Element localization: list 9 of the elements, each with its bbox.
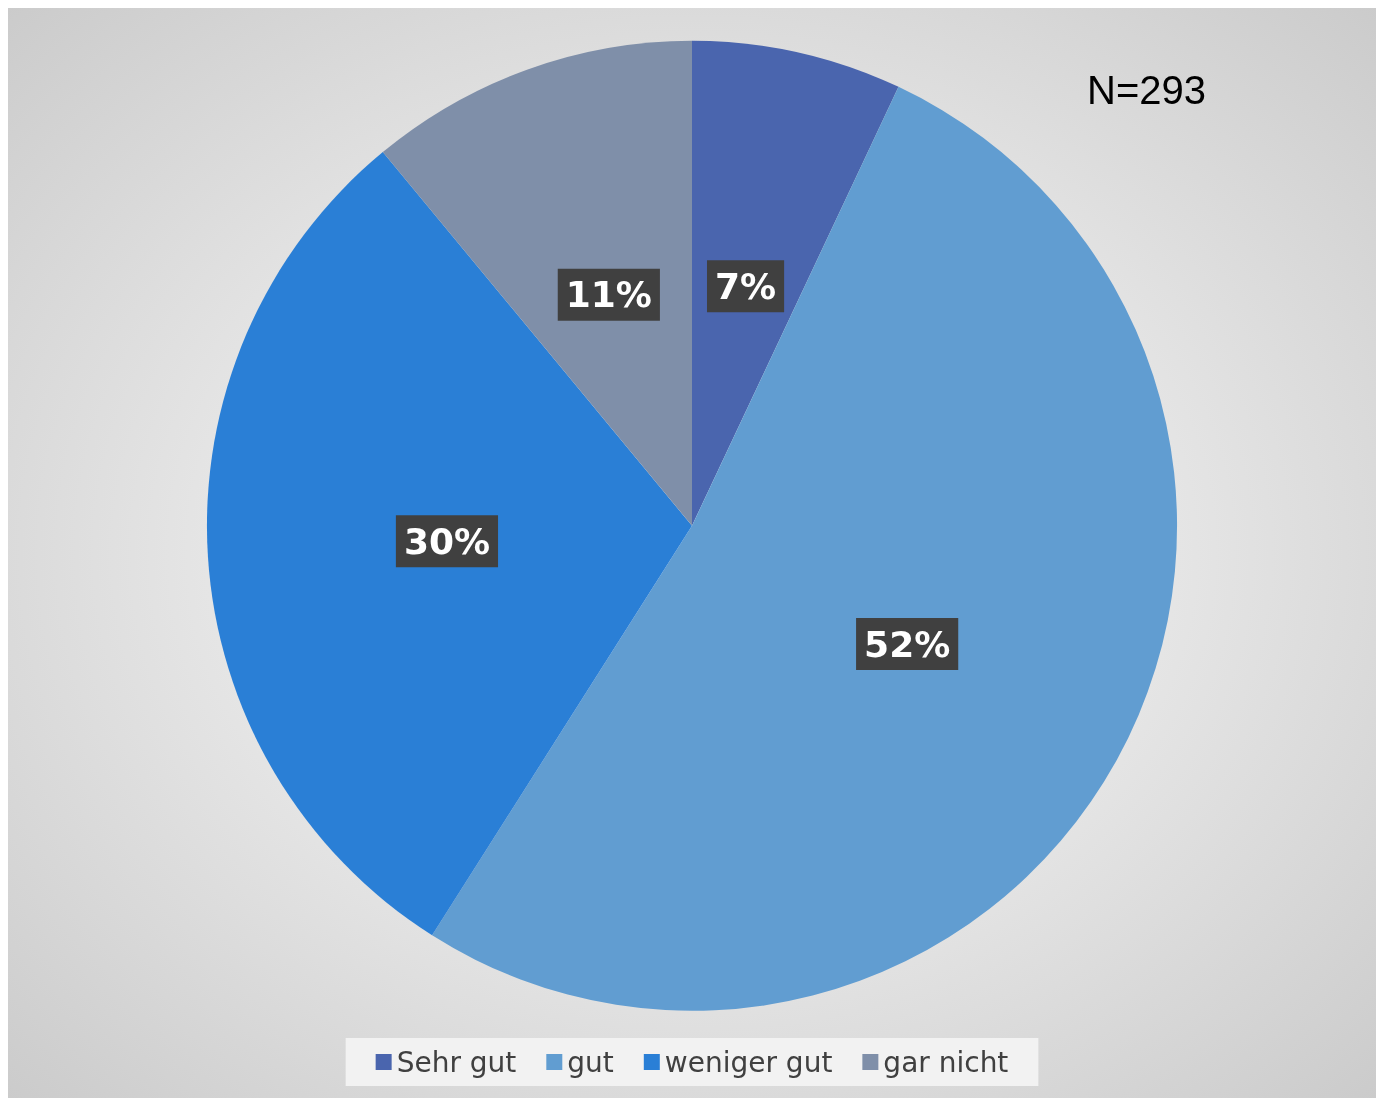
legend-label: gar nicht [883, 1045, 1009, 1079]
data-label: 52% [864, 623, 951, 665]
data-label: 7% [715, 265, 777, 307]
legend-label: gut [567, 1045, 614, 1079]
legend-label: weniger gut [664, 1045, 833, 1079]
data-label: 11% [565, 274, 652, 316]
data-label: 30% [403, 520, 491, 562]
legend-label: Sehr gut [396, 1045, 517, 1079]
text: N=293 [1087, 68, 1206, 112]
